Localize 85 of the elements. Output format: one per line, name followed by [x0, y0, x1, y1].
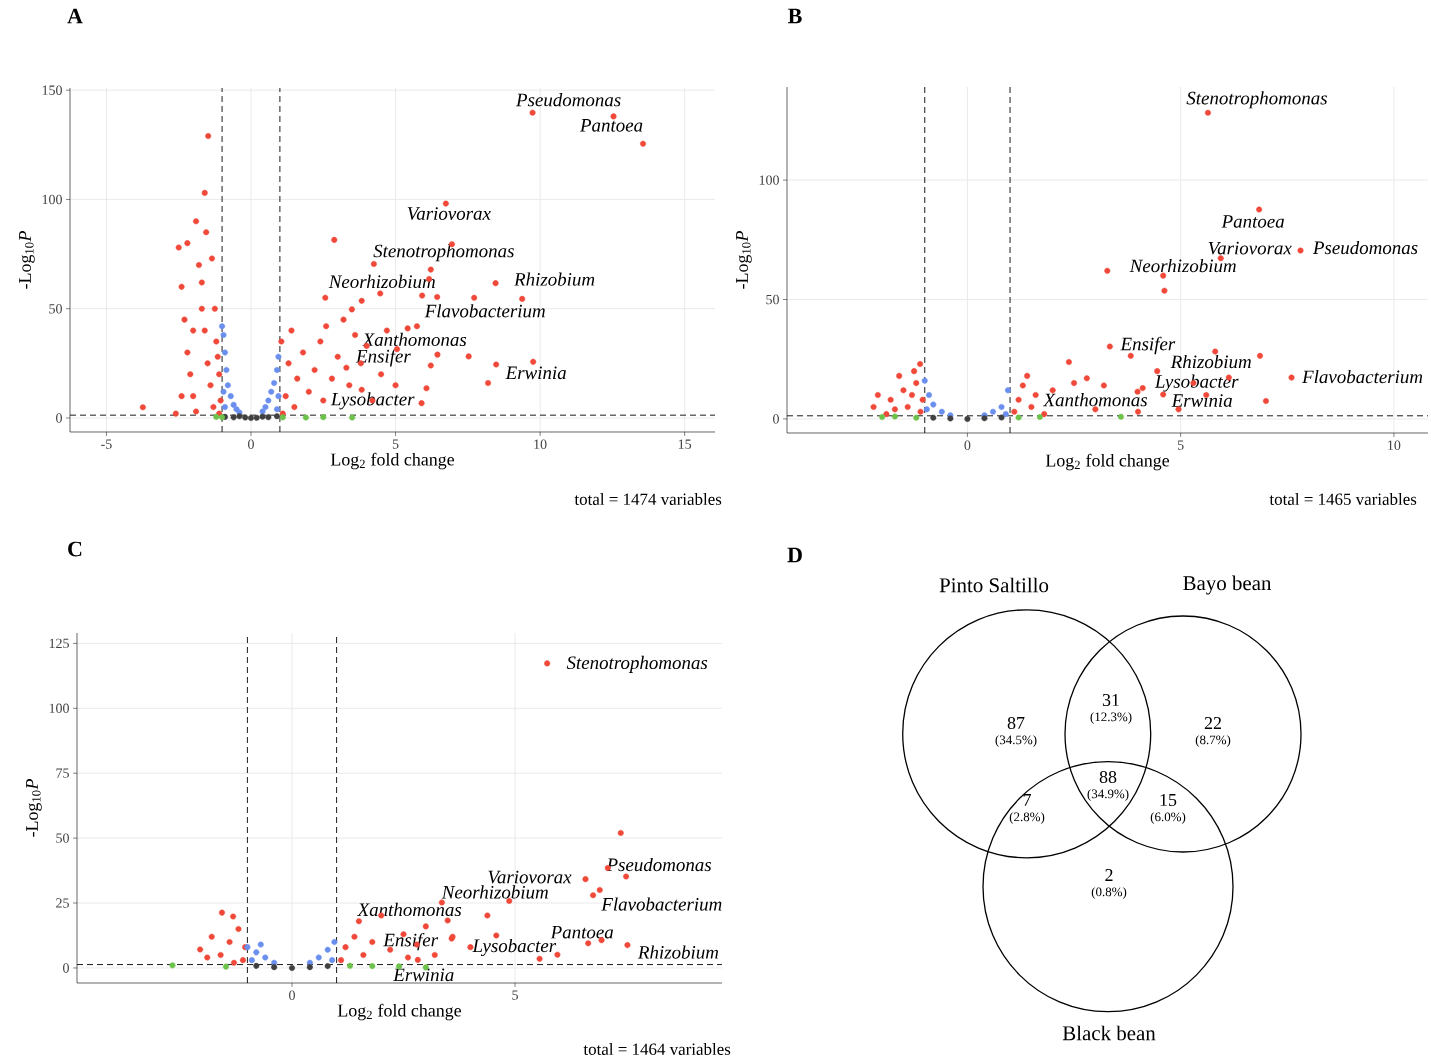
- y-tick-label: 0: [56, 413, 62, 423]
- text: total = 1465 variables: [1269, 493, 1417, 505]
- annotation: Variovorax: [407, 207, 491, 221]
- y-tick-label: 150: [42, 85, 62, 95]
- x-tick-label: 10: [534, 439, 547, 449]
- chart-title: B: [788, 8, 802, 24]
- x-tick-label: 0: [248, 439, 254, 449]
- data-label: 7: [1023, 794, 1031, 806]
- y-tick-label: 25: [56, 898, 69, 908]
- annotation: Rhizobium: [513, 272, 595, 286]
- category-label: (12.3%): [1090, 712, 1132, 724]
- x-tick-label: 5: [1177, 440, 1184, 450]
- annotation: Pseudomonas: [1312, 240, 1418, 255]
- data-label: 15: [1160, 793, 1177, 806]
- chart-title: C: [68, 541, 82, 557]
- annotation: Flavobacterium: [601, 897, 722, 911]
- annotation: Neorhizobium: [441, 885, 548, 899]
- annotation: Stenotrophomonas: [373, 244, 514, 262]
- category-label: (2.8%): [1009, 812, 1045, 824]
- data-label: 2: [1105, 869, 1113, 881]
- annotation: Pantoea: [579, 119, 643, 132]
- annotation: Erwinia: [505, 366, 566, 380]
- text: total = 1464 variables: [583, 1043, 731, 1055]
- annotation: Pantoea: [550, 925, 614, 939]
- annotation: Lysobacter: [330, 392, 415, 410]
- y-axis-title: -Log$_{10}$P: [26, 779, 42, 837]
- category-label: (34.9%): [1087, 789, 1129, 801]
- chart-title: A: [67, 8, 83, 24]
- y-tick-label: 100: [49, 703, 69, 713]
- annotation: Lysobacter: [1154, 374, 1239, 392]
- x-tick-label: 5: [392, 439, 399, 449]
- y-tick-label: 100: [759, 175, 779, 185]
- y-axis-title: -Log$_{10}$P: [19, 231, 35, 289]
- annotation: Lysobacter: [472, 938, 557, 957]
- x-axis-title: Log$_{2}$ fold change: [330, 452, 455, 470]
- data-label: 31: [1102, 693, 1119, 707]
- annotation: Neorhizobium: [1129, 258, 1236, 273]
- x-axis-title: Log$_{2}$ fold change: [1045, 453, 1170, 471]
- x-tick-label: 10: [1388, 440, 1401, 450]
- text: Black bean: [1062, 1025, 1156, 1041]
- annotation: Rhizobium: [637, 945, 719, 959]
- y-tick-label: 125: [49, 638, 69, 649]
- annotation: Variovorax: [488, 870, 572, 884]
- annotation: Xanthomonas: [1042, 393, 1148, 407]
- category-label: (8.7%): [1195, 735, 1231, 747]
- annotation: Stenotrophomonas: [566, 655, 708, 673]
- y-tick-label: 75: [56, 768, 69, 778]
- annotation: Neorhizobium: [328, 274, 435, 289]
- annotation: Ensifer: [355, 349, 411, 367]
- y-tick-label: 100: [42, 194, 62, 205]
- y-tick-label: 0: [63, 963, 69, 973]
- category-label: (6.0%): [1150, 812, 1186, 824]
- annotation: Rhizobium: [1170, 354, 1251, 369]
- y-tick-label: 50: [56, 833, 69, 843]
- annotation: Xanthomonas: [362, 332, 467, 347]
- data-label: 22: [1204, 717, 1221, 729]
- annotation: Erwinia: [393, 968, 454, 982]
- annotation: Pseudomonas: [515, 93, 621, 107]
- y-tick-label: 50: [766, 294, 779, 305]
- annotation: Xanthomonas: [356, 902, 462, 917]
- annotation: Stenotrophomonas: [1186, 91, 1328, 109]
- text: Bayo bean: [1183, 575, 1272, 595]
- annotation: Pantoea: [1221, 215, 1284, 228]
- y-tick-label: 0: [773, 414, 779, 424]
- x-tick-label: -5: [101, 439, 112, 449]
- x-tick-label: 5: [512, 990, 518, 1000]
- annotation: Pseudomonas: [606, 857, 712, 872]
- text: D: [787, 547, 802, 563]
- annotation: Erwinia: [1171, 394, 1232, 407]
- annotation: Ensifer: [1120, 336, 1176, 355]
- x-tick-label: 0: [964, 440, 971, 450]
- data-label: 88: [1099, 770, 1117, 784]
- data-label: 87: [1007, 716, 1025, 730]
- annotation: Flavobacterium: [1301, 369, 1423, 384]
- annotation: Flavobacterium: [424, 304, 545, 318]
- text: Pinto Saltillo: [939, 577, 1049, 593]
- category-label: (0.8%): [1091, 887, 1127, 899]
- y-axis-title: -Log$_{10}$P: [736, 231, 752, 289]
- x-tick-label: 15: [678, 439, 692, 449]
- text: total = 1474 variables: [574, 493, 722, 505]
- y-tick-label: 50: [49, 304, 62, 314]
- annotation: Variovorax: [1208, 241, 1292, 255]
- category-label: (34.5%): [995, 735, 1037, 747]
- x-axis-title: Log$_{2}$ fold change: [337, 1003, 462, 1021]
- annotation: Ensifer: [383, 932, 439, 951]
